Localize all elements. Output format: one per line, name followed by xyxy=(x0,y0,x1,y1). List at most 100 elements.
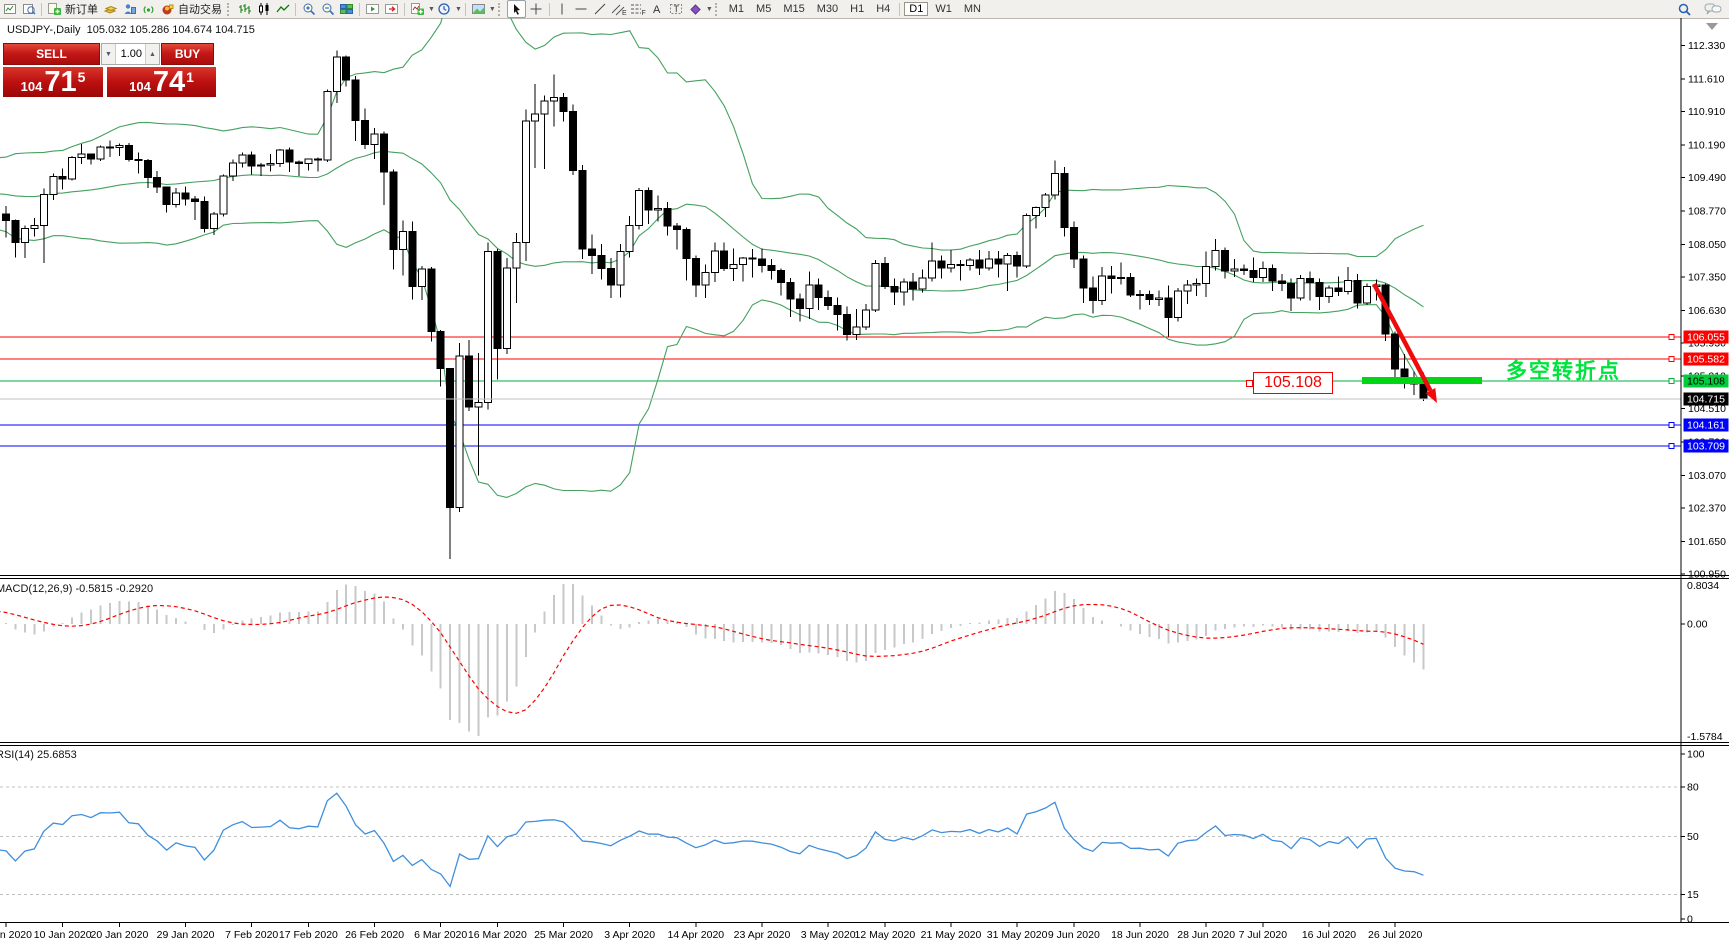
templates-dropdown-icon[interactable]: ▼ xyxy=(488,5,496,13)
price-axis-label: 110.910 xyxy=(1688,106,1725,118)
line-chart-icon[interactable] xyxy=(274,1,291,17)
bollinger-band xyxy=(0,220,1424,498)
macd-axis-zero: 0.00 xyxy=(1687,618,1708,630)
sell-price-prefix: 104 xyxy=(20,79,43,94)
tab-timeframe-h4[interactable]: H4 xyxy=(876,3,891,15)
text-tool[interactable]: A xyxy=(649,1,666,17)
market-watch-icon[interactable] xyxy=(102,1,119,17)
price-axis-label: 112.330 xyxy=(1688,40,1725,52)
date-axis-label: 10 Jan 2020 xyxy=(34,929,92,941)
date-axis-label: 29 Jan 2020 xyxy=(157,929,215,941)
indicators-dropdown-icon[interactable]: ▼ xyxy=(428,5,435,13)
arrow-head xyxy=(1425,388,1437,403)
price-axis-label: 104.510 xyxy=(1688,403,1726,415)
text-label-tool[interactable]: T xyxy=(668,1,685,17)
annotation-handle xyxy=(1246,380,1253,387)
date-axis-label: 16 Jul 2020 xyxy=(1302,929,1356,941)
tab-timeframe-mn[interactable]: MN xyxy=(963,3,981,15)
price-tag xyxy=(1683,439,1729,453)
chart-canvas[interactable]: 112.330 111.610 110.910 110.190 109.490 108.7… xyxy=(0,18,1729,944)
rsi-axis-label: 50 xyxy=(1687,831,1699,843)
tab-timeframe-m15[interactable]: M15 xyxy=(783,3,805,15)
arrows-dropdown-icon[interactable]: ▼ xyxy=(705,5,713,13)
tile-windows-icon[interactable] xyxy=(338,1,355,17)
crosshair-tool[interactable] xyxy=(528,1,545,17)
object-handle[interactable] xyxy=(1668,333,1675,340)
arrow-object[interactable] xyxy=(1372,282,1433,392)
tab-timeframe-m5[interactable]: M5 xyxy=(756,3,772,15)
price-annotation-box[interactable]: 105.108 xyxy=(1253,372,1333,394)
vertical-line-tool[interactable] xyxy=(554,1,571,17)
rsi-line xyxy=(0,792,1424,888)
signals-icon[interactable] xyxy=(140,1,157,17)
periods-clock-icon[interactable] xyxy=(436,1,453,17)
price-axis-label: 110.190 xyxy=(1688,139,1725,151)
tab-timeframe-m30[interactable]: M30 xyxy=(816,3,839,15)
tab-timeframe-m1[interactable]: M1 xyxy=(728,3,745,15)
highlight-bar-object[interactable] xyxy=(1362,376,1482,384)
rsi-indicator-label: RSI(14) 25.6853 xyxy=(0,749,77,761)
periods-dropdown-icon[interactable]: ▼ xyxy=(454,5,462,13)
object-handle[interactable] xyxy=(1668,442,1675,449)
auto-scroll-icon[interactable] xyxy=(364,1,381,17)
buy-button[interactable]: BUY xyxy=(161,43,214,65)
indicators-icon[interactable] xyxy=(409,1,426,17)
search-icon[interactable] xyxy=(1676,1,1693,17)
toolbar-drag-handle xyxy=(714,2,719,16)
new-order-icon[interactable] xyxy=(46,1,63,17)
cursor-tool[interactable] xyxy=(506,0,526,18)
horizontal-line-tool[interactable] xyxy=(573,1,590,17)
equidistant-channel-tool[interactable]: E xyxy=(611,1,628,17)
chat-icon[interactable] xyxy=(1704,1,1722,17)
volume-increase-button[interactable]: ▲ xyxy=(145,44,159,64)
volume-stepper: ▼ 1.00 ▲ xyxy=(101,43,160,65)
object-handle[interactable] xyxy=(1668,355,1675,362)
svg-text:A: A xyxy=(653,4,661,16)
date-axis-label: 7 Jul 2020 xyxy=(1239,929,1288,941)
zoom-out-icon[interactable] xyxy=(319,1,336,17)
sell-button[interactable]: SELL xyxy=(3,43,100,65)
object-handle[interactable] xyxy=(1668,377,1675,384)
autotrade-button[interactable]: 自动交易 xyxy=(178,4,222,16)
price-tag xyxy=(1683,374,1729,388)
price-axis-label: 101.650 xyxy=(1688,536,1726,548)
macd-axis-min: -1.5784 xyxy=(1687,731,1723,743)
trendline-tool[interactable] xyxy=(592,1,609,17)
chart-profile-icon[interactable] xyxy=(20,1,37,17)
macd-pane xyxy=(0,584,1425,736)
macd-axis-max: 0.8034 xyxy=(1687,580,1719,592)
macd-indicator-label: MACD(12,26,9) -0.5815 -0.2920 xyxy=(0,583,154,595)
date-axis-label: 14 Apr 2020 xyxy=(668,929,725,941)
tab-timeframe-h1[interactable]: H1 xyxy=(850,3,865,15)
bar-chart-icon[interactable] xyxy=(236,1,253,17)
tab-timeframe-d1[interactable]: D1 xyxy=(904,2,929,16)
price-tag-label: 105.108 xyxy=(1687,375,1725,387)
price-axis-label: 111.610 xyxy=(1688,74,1725,86)
candlestick-chart-icon[interactable] xyxy=(255,1,272,17)
turning-point-annotation: 多空转折点 xyxy=(1506,360,1621,383)
tab-timeframe-w1[interactable]: W1 xyxy=(935,3,952,15)
date-axis-label: 20 Jan 2020 xyxy=(90,929,148,941)
templates-icon[interactable] xyxy=(470,1,487,17)
zoom-in-icon[interactable] xyxy=(300,1,317,17)
price-tag xyxy=(1683,330,1729,344)
price-tag xyxy=(1683,392,1729,406)
volume-decrease-button[interactable]: ▼ xyxy=(102,44,116,64)
buy-price-display[interactable]: 104 74 1 xyxy=(107,67,216,97)
date-axis-label: 28 Jun 2020 xyxy=(1177,929,1235,941)
chart-shift-marker[interactable] xyxy=(1706,23,1718,30)
price-tag xyxy=(1683,352,1729,366)
fibonacci-tool[interactable]: F xyxy=(630,1,647,17)
new-order-button[interactable]: 新订单 xyxy=(65,4,98,16)
chart-shift-icon[interactable] xyxy=(383,1,400,17)
autotrade-icon[interactable] xyxy=(159,1,176,17)
volume-input[interactable]: 1.00 xyxy=(120,48,142,60)
toolbar-drag-handle xyxy=(227,2,231,16)
sell-price-display[interactable]: 104 71 5 xyxy=(3,67,103,97)
new-chart-icon[interactable] xyxy=(1,1,18,17)
strategy-tester-icon[interactable] xyxy=(121,1,138,17)
arrows-tool[interactable] xyxy=(687,1,704,17)
price-axis-label: 106.630 xyxy=(1688,305,1726,317)
object-handle[interactable] xyxy=(1668,421,1675,428)
price-axis-label: 108.050 xyxy=(1688,239,1726,251)
